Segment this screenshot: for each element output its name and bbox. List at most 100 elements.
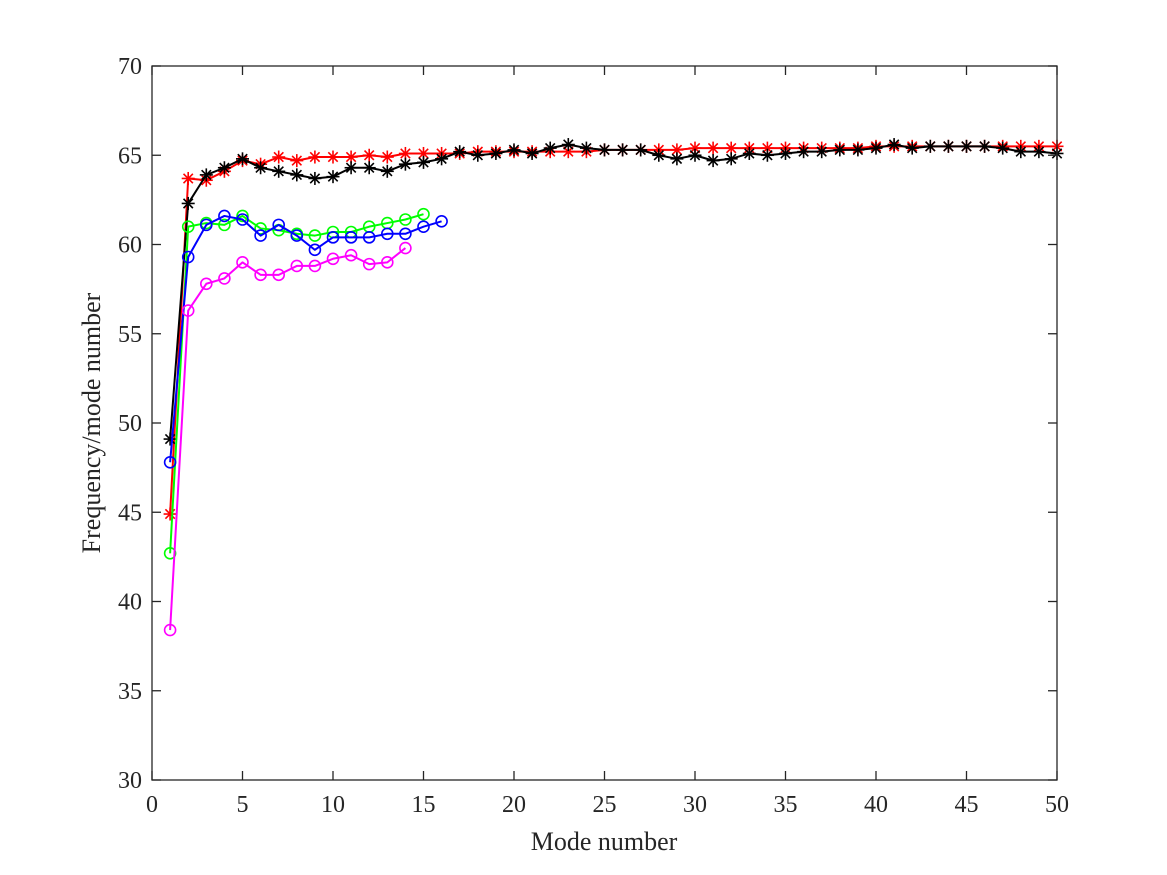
data-point-blue-circle: [181, 250, 195, 264]
data-point-green-circle: [181, 220, 195, 233]
data-point-black-star: [398, 157, 412, 171]
x-tick-label: 25: [593, 792, 617, 818]
data-point-black-star: [905, 141, 919, 155]
data-point-black-star: [489, 146, 503, 160]
y-axis-label: Frequency/mode number: [77, 292, 106, 553]
data-point-blue-circle: [308, 243, 322, 257]
data-point-black-star: [652, 148, 666, 162]
data-point-blue-circle: [417, 220, 430, 233]
series-line-blue-circle: [169, 214, 442, 463]
data-point-blue-circle: [290, 229, 304, 242]
data-point-black-star: [797, 145, 811, 159]
y-tick-labels: 30 35 40 45 50 55 60 65 70: [118, 54, 142, 794]
data-point-green-circle: [163, 547, 177, 560]
data-point-black-star: [779, 146, 792, 160]
data-point-black-star: [996, 141, 1010, 155]
data-point-magenta-circle: [181, 304, 195, 317]
axis-ticks: [151, 65, 1058, 781]
data-point-black-star: [435, 152, 449, 166]
data-point-black-star: [688, 148, 702, 162]
data-point-black-star: [344, 161, 358, 175]
y-tick-label: 45: [118, 500, 142, 526]
data-point-red-star: [272, 150, 286, 164]
data-point-red-star: [380, 150, 394, 164]
data-point-black-star: [326, 170, 340, 184]
data-point-magenta-circle: [236, 256, 249, 269]
data-point-black-star: [869, 141, 883, 155]
data-point-magenta-circle: [200, 277, 213, 291]
x-tick-label: 45: [955, 792, 979, 818]
data-point-blue-circle: [163, 455, 177, 469]
data-point-green-circle: [218, 218, 231, 232]
data-point-black-star: [507, 143, 521, 157]
data-point-blue-circle: [218, 209, 231, 223]
data-point-black-star: [742, 146, 756, 160]
y-tick-label: 30: [118, 768, 142, 794]
data-point-blue-circle: [236, 213, 249, 226]
data-point-black-star: [941, 139, 955, 153]
x-tick-label: 10: [321, 792, 345, 818]
data-point-blue-circle: [254, 229, 267, 242]
data-point-red-star: [398, 146, 412, 160]
series-layer: [163, 138, 1064, 637]
data-point-blue-circle: [435, 214, 448, 228]
data-point-blue-circle: [200, 218, 213, 232]
data-point-black-star: [417, 155, 430, 169]
data-point-black-star: [525, 146, 539, 160]
data-point-black-star: [543, 141, 557, 155]
data-point-magenta-circle: [308, 259, 322, 273]
y-tick-label: 40: [118, 590, 142, 616]
data-point-black-star: [634, 143, 648, 157]
data-point-magenta-circle: [290, 259, 304, 273]
data-point-black-star: [851, 143, 865, 157]
data-point-black-star: [815, 145, 829, 159]
data-point-magenta-circle: [254, 268, 267, 282]
data-point-black-star: [199, 168, 213, 182]
data-point-black-star: [1032, 145, 1046, 159]
data-point-black-star: [217, 161, 231, 175]
x-tick-label: 20: [502, 792, 526, 818]
data-point-black-star: [724, 152, 738, 166]
data-point-red-star: [326, 150, 340, 164]
x-axis-label: Mode number: [531, 827, 678, 856]
data-point-black-star: [272, 164, 286, 178]
y-tick-label: 60: [118, 233, 142, 259]
x-tick-label: 0: [146, 792, 158, 818]
data-point-black-star: [308, 171, 322, 185]
data-point-black-star: [471, 148, 485, 162]
data-point-black-star: [561, 138, 575, 152]
data-point-black-star: [1014, 145, 1028, 159]
data-point-magenta-circle: [326, 252, 340, 266]
data-point-black-star: [380, 164, 394, 178]
data-point-black-star: [181, 196, 195, 210]
y-tick-label: 50: [118, 411, 142, 437]
data-point-blue-circle: [344, 231, 358, 244]
data-point-black-star: [236, 152, 249, 166]
data-point-black-star: [362, 161, 376, 175]
data-point-magenta-circle: [399, 241, 412, 255]
data-point-black-star: [598, 143, 611, 157]
data-point-green-circle: [417, 207, 430, 221]
data-point-magenta-circle: [272, 268, 286, 282]
data-point-magenta-circle: [163, 623, 177, 637]
series-line-magenta-circle: [169, 247, 407, 631]
data-point-blue-circle: [272, 218, 286, 232]
data-point-magenta-circle: [344, 248, 358, 262]
data-point-blue-circle: [362, 231, 376, 244]
data-point-red-star: [290, 154, 304, 168]
data-point-blue-circle: [380, 227, 394, 241]
data-point-black-star: [290, 168, 304, 182]
data-point-black-star: [887, 138, 901, 152]
x-tick-labels: 0 5 10 15 20 25 30 35 40 45 50: [146, 792, 1069, 818]
data-point-red-star: [362, 148, 376, 162]
data-point-black-star: [960, 139, 973, 153]
x-tick-label: 30: [683, 792, 707, 818]
y-tick-label: 70: [118, 54, 142, 80]
x-tick-label: 5: [237, 792, 249, 818]
data-point-black-star: [978, 139, 992, 153]
data-point-blue-circle: [326, 231, 340, 244]
data-point-black-star: [453, 145, 467, 159]
x-tick-label: 35: [774, 792, 798, 818]
data-point-black-star: [670, 152, 684, 166]
